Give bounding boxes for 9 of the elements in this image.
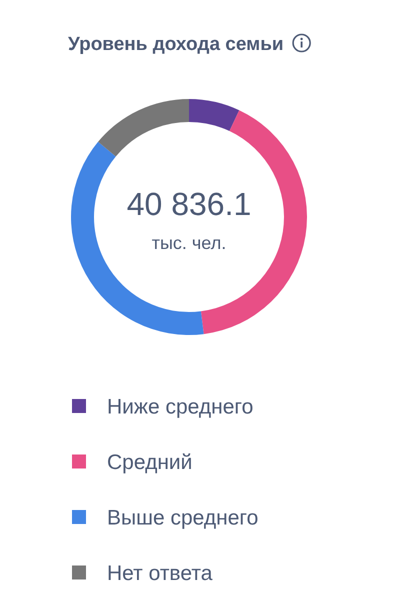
legend-label: Нет ответа	[107, 562, 213, 585]
chart-title: Уровень дохода семьи	[68, 34, 284, 55]
legend-label: Ниже среднего	[107, 396, 254, 418]
text: 40 836.1	[126, 186, 252, 222]
legend-label: Выше среднего	[107, 506, 258, 530]
donut-slice	[189, 99, 240, 132]
donut-slice	[98, 99, 189, 156]
text: тыс. чел.	[152, 233, 226, 253]
legend-label: Средний	[107, 451, 192, 474]
